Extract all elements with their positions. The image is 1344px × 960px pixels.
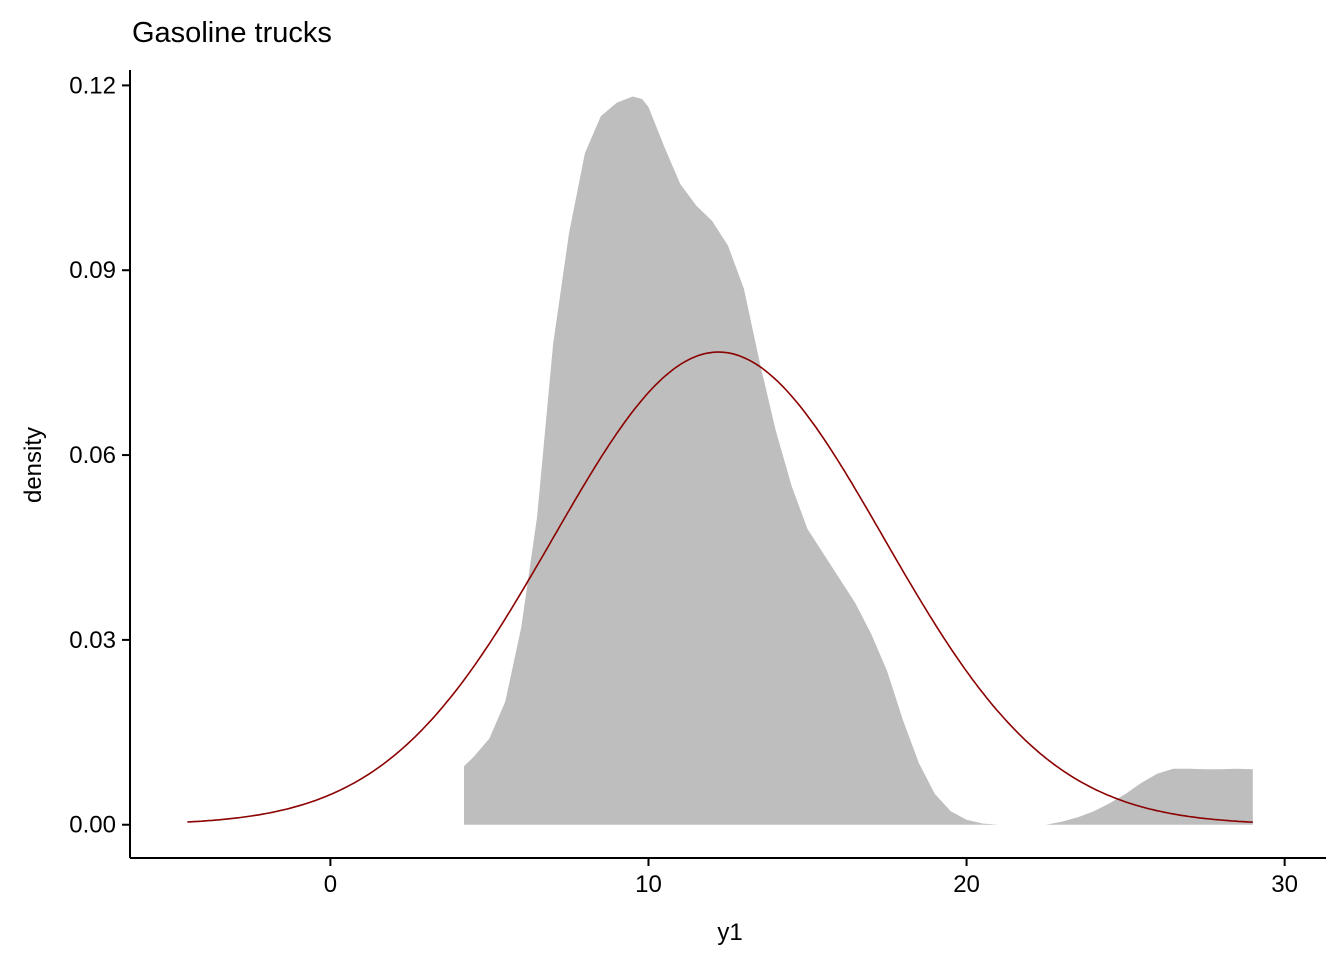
y-tick-label: 0.00 bbox=[69, 812, 116, 839]
x-axis-title: y1 bbox=[717, 919, 742, 946]
y-tick-label: 0.12 bbox=[69, 72, 116, 99]
x-axis-ticks: 0 10 20 30 bbox=[324, 858, 1298, 898]
y-axis-title: density bbox=[20, 427, 47, 503]
y-tick-label: 0.06 bbox=[69, 442, 116, 469]
chart-title: Gasoline trucks bbox=[132, 17, 332, 49]
x-tick-label: 10 bbox=[635, 871, 662, 898]
y-tick-label: 0.03 bbox=[69, 627, 116, 654]
y-axis-ticks: 0.00 0.03 0.06 0.09 0.12 bbox=[69, 72, 130, 839]
normal-curve-line bbox=[187, 351, 1253, 823]
x-tick-label: 20 bbox=[953, 871, 980, 898]
y-tick-label: 0.09 bbox=[69, 257, 116, 284]
axes: 0 10 20 30 0.00 0.03 0.06 0.09 0.12 bbox=[69, 70, 1326, 898]
x-tick-label: 0 bbox=[324, 871, 337, 898]
density-area bbox=[464, 96, 1253, 825]
plot-area bbox=[187, 96, 1253, 825]
x-tick-label: 30 bbox=[1271, 871, 1298, 898]
